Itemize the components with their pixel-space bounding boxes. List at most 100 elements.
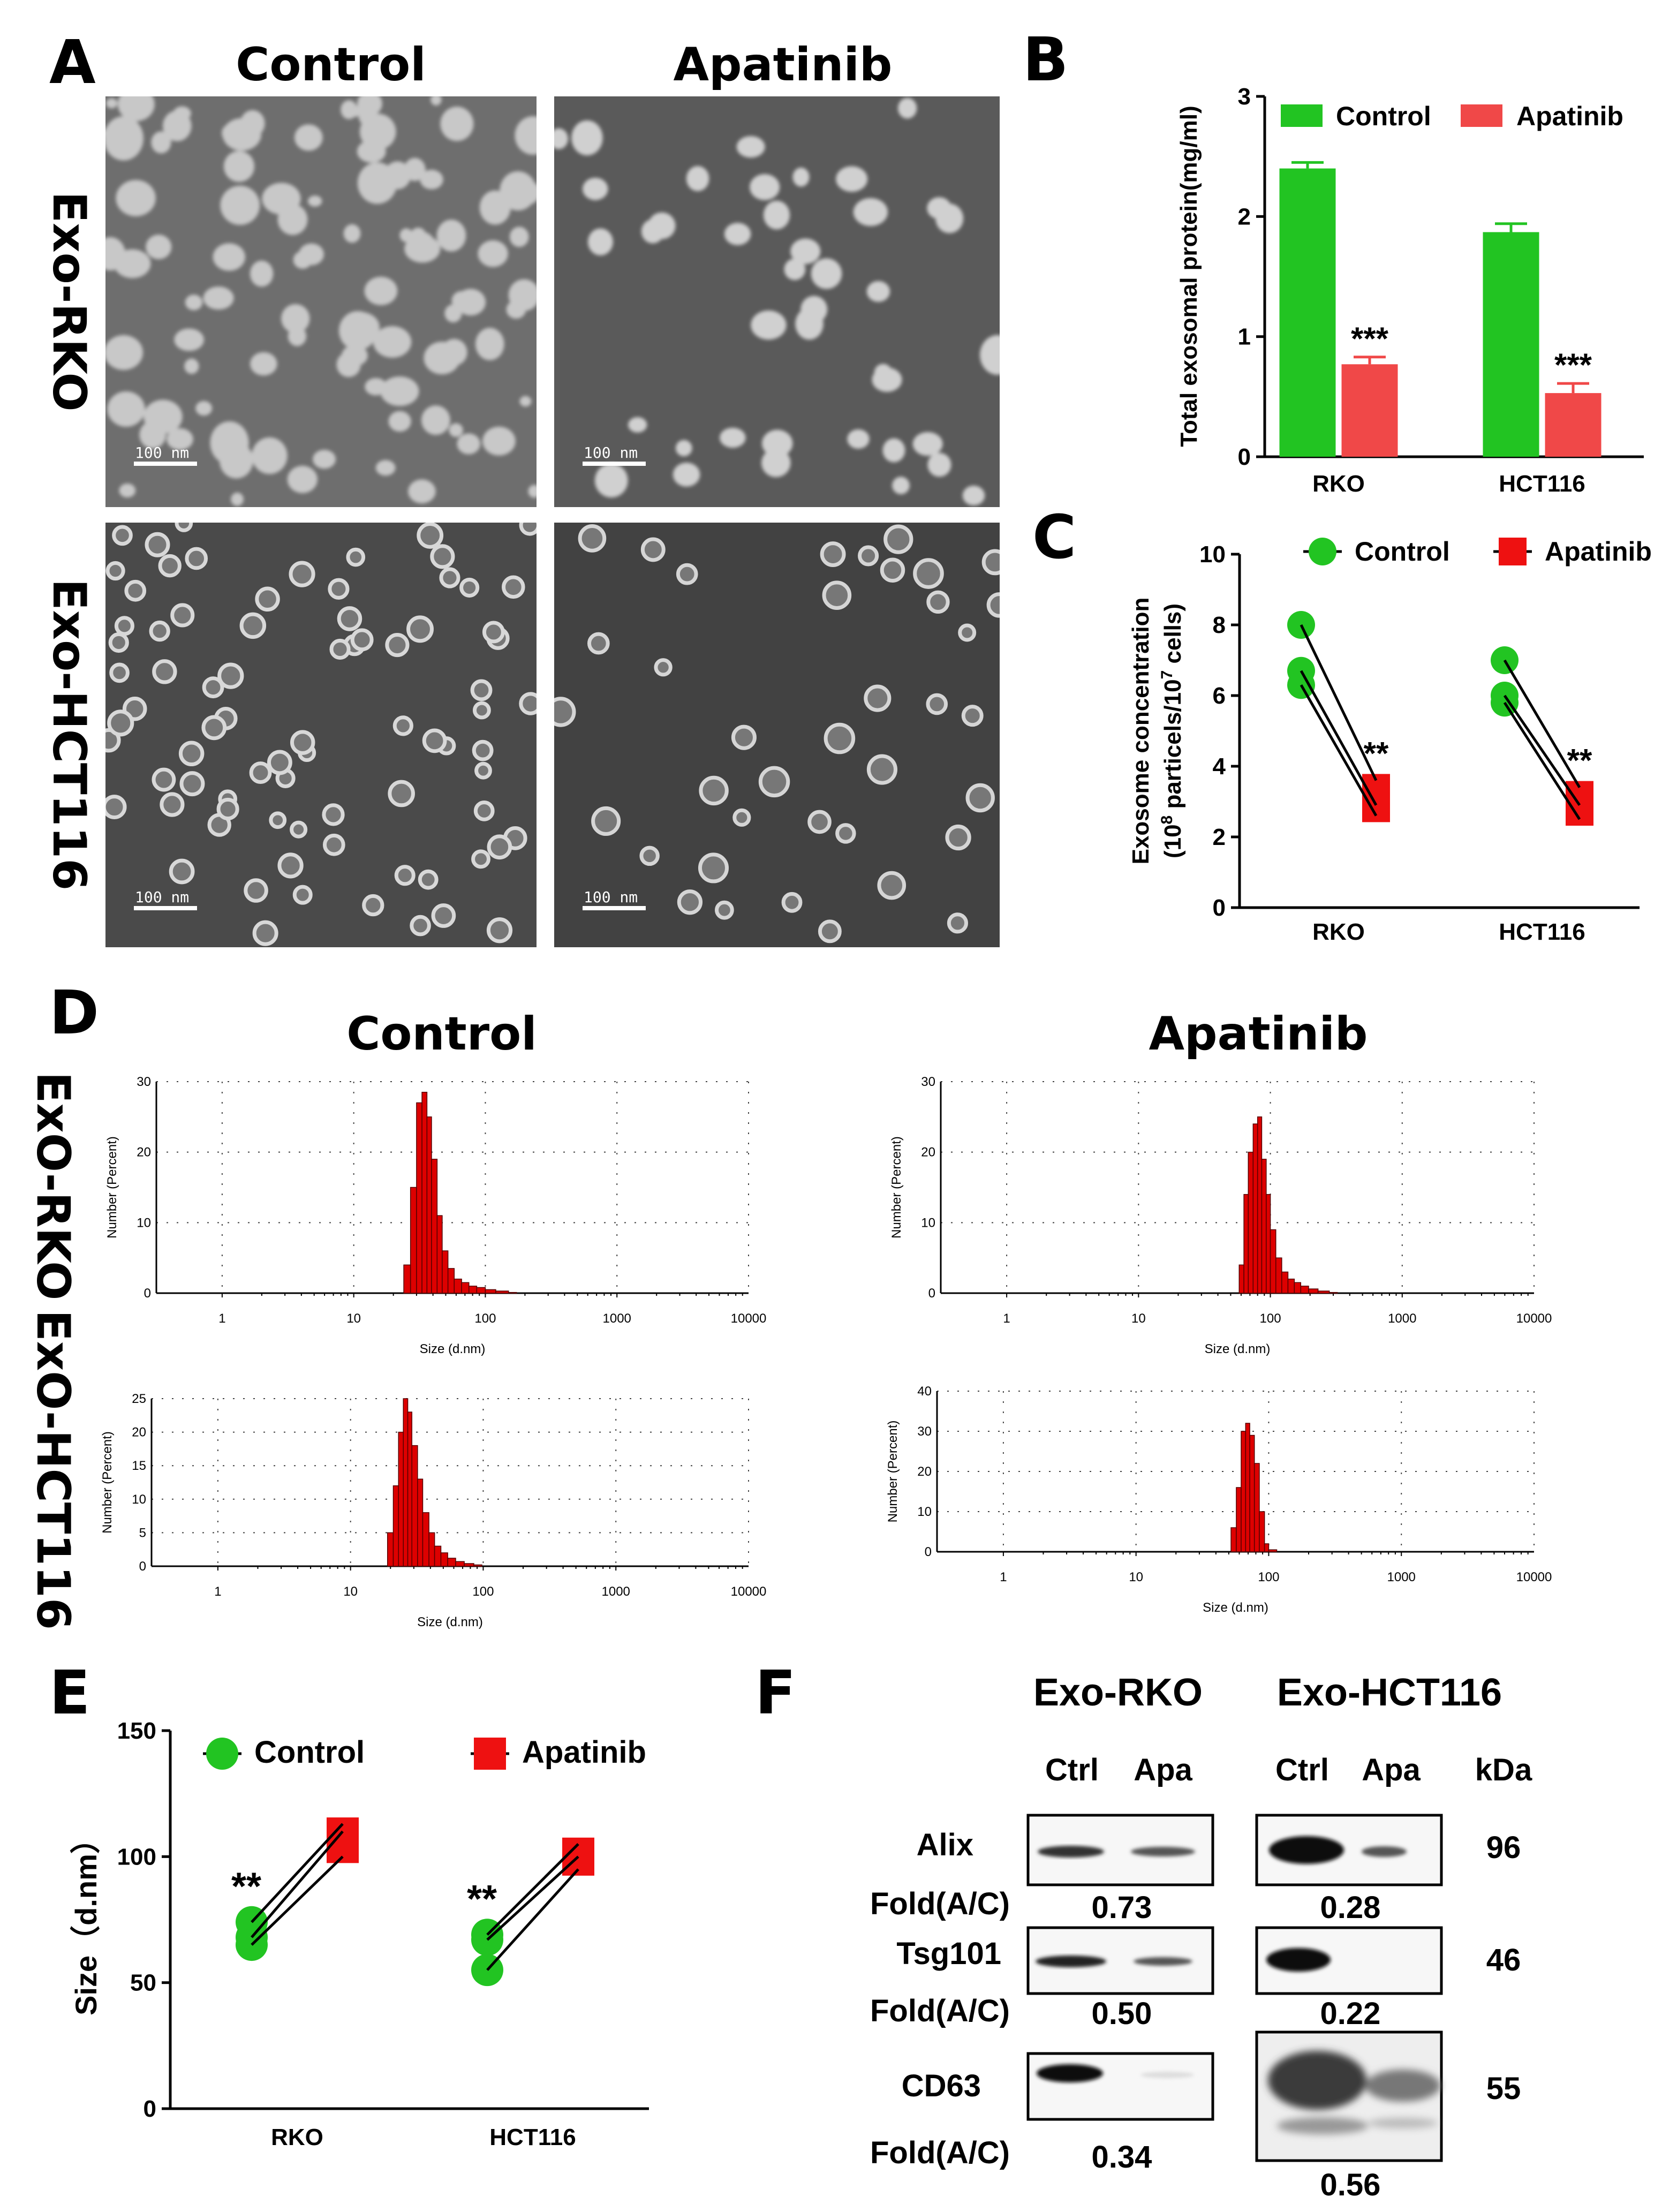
vesicle — [299, 243, 324, 266]
histogram-bar — [1308, 1288, 1319, 1294]
histogram-bar — [398, 1431, 404, 1567]
y-tick-label: 6 — [1213, 683, 1226, 709]
vesicle — [203, 286, 234, 310]
y-tick-label: 4 — [1213, 753, 1226, 780]
vesicle — [185, 547, 208, 570]
x-category-label: RKO — [1312, 471, 1365, 497]
x-tick-label: 1000 — [603, 1311, 631, 1326]
x-tick-label: 1 — [218, 1311, 225, 1326]
legend-label: Control — [1355, 537, 1450, 567]
y-tick-label: 25 — [132, 1392, 146, 1406]
d-header-apatinib: Apatinib — [1149, 1007, 1368, 1061]
histogram-bar — [1243, 1194, 1249, 1294]
vesicle — [107, 391, 145, 427]
vesicle — [892, 477, 910, 494]
bar — [1341, 364, 1398, 457]
histogram-bar — [387, 1532, 394, 1567]
bar — [1279, 168, 1336, 457]
histogram-bar — [416, 1102, 422, 1294]
y-tick-label: 5 — [139, 1526, 146, 1540]
x-tick-label: 100 — [1258, 1570, 1279, 1584]
pair-line — [251, 1830, 344, 1938]
vesicle — [795, 308, 824, 340]
vesicle — [673, 463, 700, 487]
kda-alix: 96 — [1486, 1830, 1521, 1865]
vesicle — [790, 238, 821, 265]
d-row-hct116: ExO-HCT116 — [26, 1310, 80, 1630]
histogram-bar — [447, 1558, 456, 1567]
vesicle — [114, 616, 134, 636]
vesicle — [509, 227, 529, 247]
vesicle — [882, 438, 905, 463]
vesicle — [487, 834, 512, 860]
vesicle — [252, 437, 288, 474]
vesicle — [216, 797, 239, 821]
vesicle — [451, 291, 472, 311]
pair-line — [251, 1855, 344, 1946]
pair-line — [1300, 684, 1378, 817]
legend-label: Apatinib — [522, 1735, 646, 1770]
bar — [1483, 232, 1539, 457]
significance: ** — [1567, 743, 1592, 779]
y-tick-label: 40 — [917, 1384, 932, 1399]
histogram-bar — [464, 1563, 474, 1567]
y-tick-label: 1 — [1238, 324, 1251, 350]
scale-bar-label: 100 nm — [584, 888, 638, 906]
vesicle — [410, 915, 431, 937]
vesicle — [281, 304, 310, 333]
vesicle — [866, 754, 897, 785]
histogram-bar — [1266, 1194, 1271, 1294]
vesicle — [105, 237, 126, 271]
legend-swatch — [1499, 538, 1527, 565]
d-header-control: Control — [346, 1007, 537, 1061]
vesicle — [587, 632, 610, 655]
panel-a-row-hct: Exo-HCT116 — [42, 579, 96, 890]
significance: ** — [231, 1866, 261, 1908]
vesicle — [792, 167, 810, 187]
y-tick-label: 30 — [921, 1075, 935, 1089]
y-tick-label: 10 — [1199, 541, 1226, 568]
x-axis-title: Size (d.nm) — [417, 1615, 483, 1629]
vesicle — [250, 352, 277, 376]
legend-label: Apatinib — [1545, 537, 1652, 567]
vesicle — [287, 465, 318, 493]
y-axis-subtitle: (108 particels/107 cells) — [1158, 603, 1186, 858]
x-axis-title: Size (d.nm) — [1205, 1342, 1271, 1356]
vesicle — [179, 771, 205, 797]
vesicle — [912, 432, 943, 456]
vesicle — [250, 260, 274, 287]
y-tick-label: 50 — [130, 1970, 156, 1996]
scale-bar-label: 100 nm — [584, 444, 638, 462]
vesicle — [338, 311, 377, 351]
y-axis-title: Exosome concentration — [1128, 598, 1154, 865]
vesicle — [375, 460, 396, 476]
histogram-bar — [1252, 1123, 1258, 1294]
panel-a-col-control: Control — [236, 38, 426, 92]
x-tick-label: 100 — [474, 1311, 496, 1326]
vesicle — [877, 871, 907, 900]
vesicle — [328, 578, 350, 600]
y-tick-label: 10 — [132, 1492, 146, 1507]
pair-line — [1503, 701, 1581, 820]
vesicle — [173, 106, 191, 120]
y-tick-label: 0 — [139, 1559, 146, 1574]
bands-tsg101-rko — [1036, 1956, 1192, 1967]
vesicle — [965, 783, 995, 813]
lane-apa-hct116: Apa — [1362, 1753, 1421, 1787]
vesicle — [836, 166, 868, 192]
x-tick-label: 10000 — [731, 1584, 767, 1599]
vesicle — [411, 232, 435, 255]
y-tick-label: 8 — [1213, 612, 1226, 638]
d-row-rko: ExO-RKO — [26, 1072, 80, 1301]
vesicle — [124, 579, 147, 602]
fold-label-alix: Fold(A/C) — [870, 1886, 1010, 1921]
panel-b-label: B — [1023, 25, 1068, 95]
histogram-bar — [1249, 1435, 1255, 1552]
vesicle — [980, 335, 1000, 375]
vesicle — [178, 741, 205, 767]
vesicle — [202, 676, 224, 699]
vesicle — [945, 824, 971, 851]
tem-vesicles — [554, 524, 1000, 943]
vesicle — [109, 662, 130, 683]
